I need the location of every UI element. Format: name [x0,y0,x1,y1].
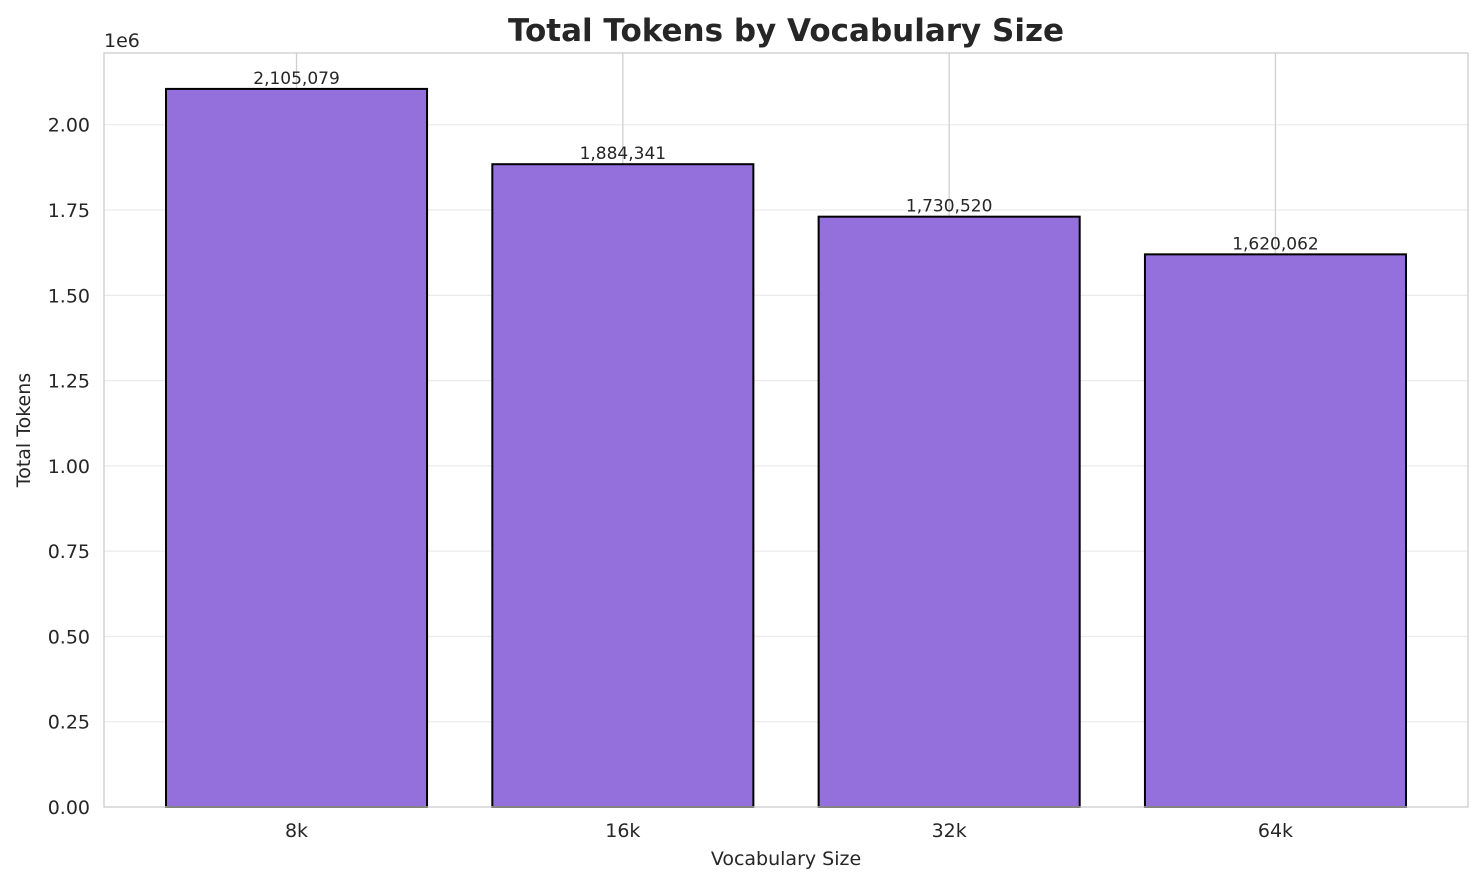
data-label: 1,730,520 [906,197,993,217]
y-tick-label: 1.75 [48,200,90,222]
bar-32k [817,215,1081,808]
y-offset-label: 1e6 [104,30,140,52]
x-tick-label: 8k [285,820,308,842]
data-label: 1,620,062 [1232,234,1319,254]
bars [165,87,1408,808]
data-labels: 2,105,079 1,884,341 1,730,520 1,620,062 [253,69,1318,254]
y-tick-label: 1.25 [48,371,90,393]
y-tick-label: 0.75 [48,541,90,563]
data-label: 1,884,341 [580,144,667,164]
bar-16k [491,163,755,808]
y-axis-label: Total Tokens [13,373,35,488]
chart-title: Total Tokens by Vocabulary Size [508,13,1064,49]
x-tick-label: 64k [1258,820,1293,842]
data-label: 2,105,079 [253,69,340,89]
bar-64k [1143,253,1408,808]
y-ticks: 0.00 0.25 0.50 0.75 1.00 1.25 1.50 1.75 2.00 [48,115,90,819]
plot-frame [103,52,1469,808]
x-tick-label: 32k [932,820,967,842]
y-tick-label: 0.50 [48,626,90,648]
x-tick-label: 16k [605,820,640,842]
y-tick-label: 1.50 [48,285,90,307]
x-ticks: 8k 16k 32k 64k [285,820,1293,842]
y-tick-label: 0.00 [48,797,90,819]
y-tick-label: 0.25 [48,712,90,734]
bar-8k [165,87,429,808]
y-tick-label: 2.00 [48,115,90,137]
x-axis-label: Vocabulary Size [711,848,861,870]
y-tick-label: 1.00 [48,456,90,478]
